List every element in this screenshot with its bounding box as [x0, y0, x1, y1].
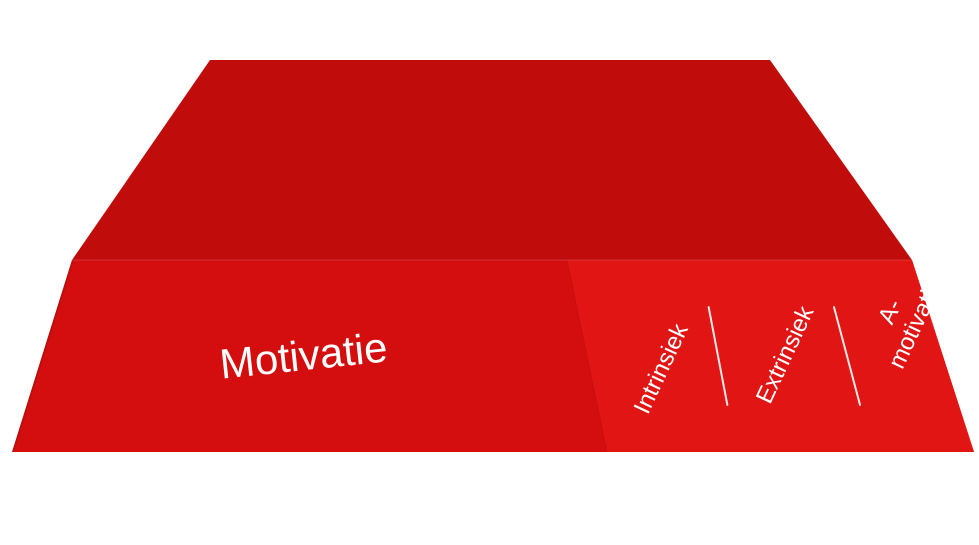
platform-top-face — [72, 60, 912, 260]
